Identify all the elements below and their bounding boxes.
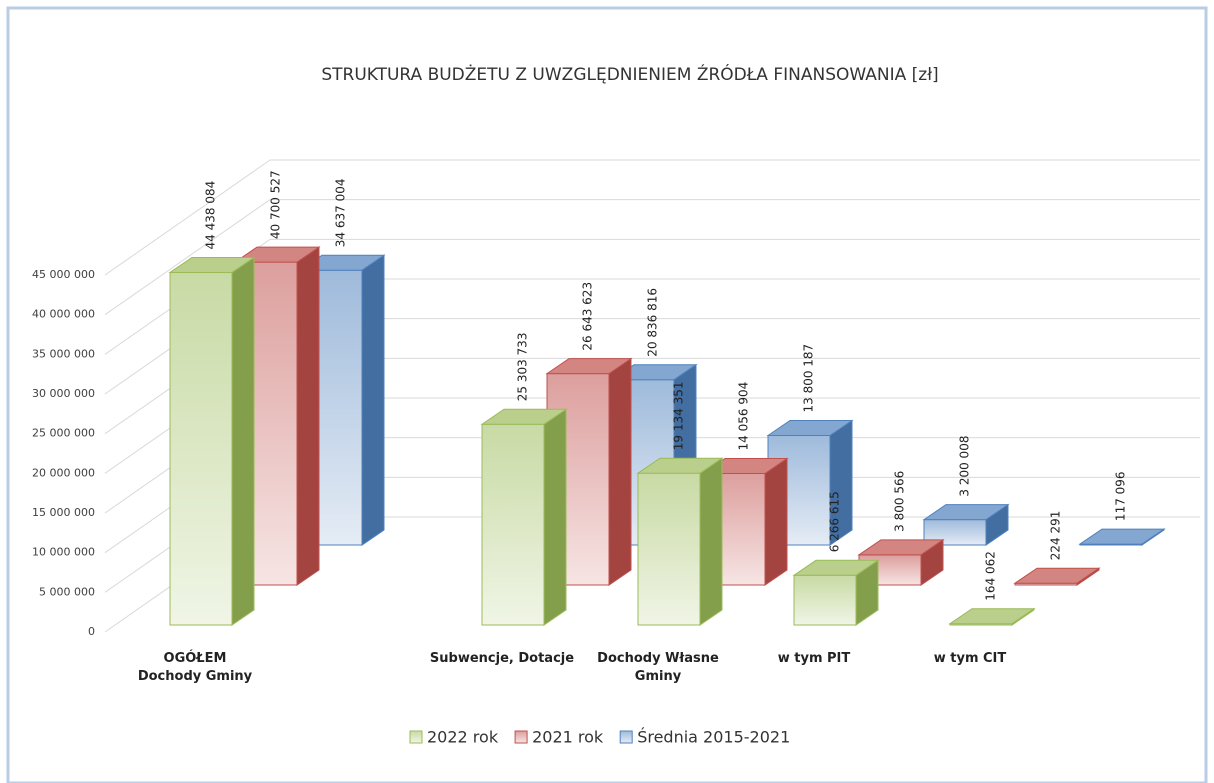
legend-label: 2021 rok [532,728,604,747]
y-tick-label: 20 000 000 [32,466,95,479]
bar-front [793,574,857,626]
bar-top [636,457,724,474]
x-tick-label: Subwencje, Dotacje [429,651,575,666]
bar [1078,528,1166,546]
y-tick-label: 30 000 000 [32,387,95,400]
bar-top [480,408,568,425]
bar [948,607,1036,626]
y-tick-label: 10 000 000 [32,546,95,559]
bar-top [792,559,880,576]
bar-side [231,256,255,626]
bar-front [169,271,233,626]
bar-top [1013,567,1101,584]
data-label: 44 438 084 [204,181,218,250]
data-label: 40 700 527 [269,170,283,239]
x-tick-label: w tym PIT [777,651,851,666]
y-tick-label: 15 000 000 [32,506,95,519]
bar-side [764,457,788,586]
legend-swatch [619,730,633,744]
bar [922,503,1010,546]
data-label: 117 096 [1114,471,1128,521]
data-label: 164 062 [984,551,998,601]
data-label: 14 056 904 [737,382,751,451]
data-label: 3 800 566 [893,471,907,532]
y-tick-label: 25 000 000 [32,427,95,440]
grid-line [104,238,1200,355]
bar [1013,567,1101,586]
y-tick-label: 35 000 000 [32,347,95,360]
bar-top [545,358,633,375]
bar-side [608,357,632,586]
data-label: 3 200 008 [958,436,972,497]
bar-top [233,246,321,263]
legend-label: Średnia 2015-2021 [637,728,790,747]
data-label: 20 836 816 [646,288,660,357]
y-tick-label: 45 000 000 [32,268,95,281]
bar-front [637,472,701,626]
bar-front [481,423,545,626]
grid-line [104,199,1200,316]
data-label: 34 637 004 [334,178,348,247]
bar-top [857,539,945,556]
bar-top [766,420,854,437]
y-tick-label: 0 [88,625,95,638]
y-tick-label: 5 000 000 [39,585,95,598]
bar-top [1078,528,1166,545]
bar [636,457,724,626]
legend-label: 2022 rok [427,728,499,747]
grid-line [104,159,1200,276]
bar-top [168,256,256,273]
data-label: 13 800 187 [802,344,816,413]
data-label: 19 134 351 [672,381,686,450]
bar-side [543,408,567,626]
x-tick-label: OGÓŁEM Dochody Gminy [137,651,253,684]
y-tick-label: 40 000 000 [32,308,95,321]
legend-swatch [514,730,528,744]
x-tick-label: Dochody Własne Gminy [597,651,719,684]
bar-top [922,504,1010,521]
bar-side [699,457,723,626]
x-tick-label: w tym CIT [933,651,1007,666]
legend-swatch [409,730,423,744]
data-label: 6 266 615 [828,491,842,552]
bar [480,408,568,626]
chart-title: STRUKTURA BUDŻETU Z UWZGLĘDNIENIEM ŹRÓDŁ… [321,63,938,85]
bar-top [948,608,1036,625]
data-label: 224 291 [1049,511,1063,561]
bar-side [361,254,385,546]
bar [792,559,880,626]
bar [168,256,256,626]
bar-side [296,246,320,586]
data-label: 26 643 623 [581,282,595,351]
data-label: 25 303 733 [516,333,530,402]
